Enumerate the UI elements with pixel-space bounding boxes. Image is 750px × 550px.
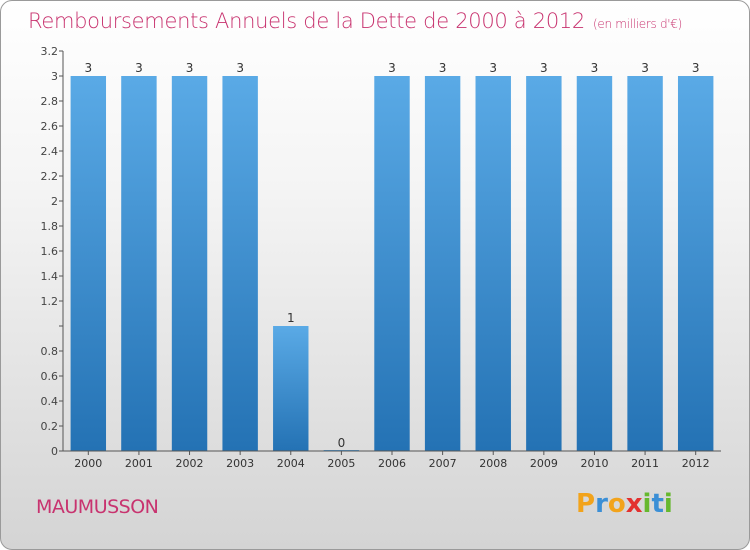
y-tick-label: 1.2 [41, 295, 59, 308]
proxiti-logo[interactable]: Proxiti [576, 489, 673, 519]
bar-2006 [374, 76, 410, 451]
x-tick-label-2000: 2000 [74, 457, 102, 470]
bar-2009 [526, 76, 562, 451]
bar-2007 [424, 76, 461, 451]
data-label-2008: 3 [489, 61, 497, 75]
data-label-2004: 1 [287, 311, 295, 325]
y-tick-label: 1.6 [41, 245, 59, 258]
bar-2008 [475, 76, 511, 451]
x-tick-label-2001: 2001 [125, 457, 153, 470]
x-tick-label-2002: 2002 [176, 457, 204, 470]
y-tick-label: 3.2 [41, 45, 59, 58]
y-tick-label: 0.2 [41, 420, 59, 433]
bar-2010 [576, 76, 613, 451]
y-tick-label: 2.4 [41, 145, 59, 158]
data-label-2002: 3 [186, 61, 194, 75]
data-label-2009: 3 [540, 61, 548, 75]
y-tick-label: 1.4 [41, 270, 59, 283]
y-tick-label: 2.2 [41, 170, 59, 183]
x-tick-label-2005: 2005 [327, 457, 355, 470]
chart-title: Remboursements Annuels de la Dette de 20… [28, 9, 682, 33]
x-tick-label-2011: 2011 [631, 457, 659, 470]
bars-group: 3 3 3 3 1 0 3 3 3 3 3 3 3 [70, 61, 714, 451]
chart-subtitle: (en milliers d'€) [593, 17, 683, 31]
y-axis: 0 0.2 0.4 0.6 0.8 1.2 1.4 1.6 1.8 2 2.2 2.4 2.6 2.8 3 3… [41, 45, 64, 458]
x-tick-label-2007: 2007 [429, 457, 457, 470]
bar-2011 [627, 76, 663, 451]
bar-2004 [273, 326, 309, 451]
x-tick-label-2012: 2012 [682, 457, 710, 470]
commune-name: MAUMUSSON [36, 496, 159, 518]
bar-2003 [222, 76, 258, 451]
x-tick-label-2008: 2008 [479, 457, 507, 470]
bar-2012 [677, 76, 714, 451]
data-label-2000: 3 [84, 61, 92, 75]
title-text: Remboursements Annuels de la Dette de 20… [28, 9, 585, 33]
data-label-2010: 3 [591, 61, 599, 75]
bar-2002 [171, 76, 208, 451]
data-label-2003: 3 [236, 61, 244, 75]
y-tick-label: 2.8 [41, 95, 59, 108]
data-label-2001: 3 [135, 61, 143, 75]
data-label-2007: 3 [439, 61, 447, 75]
x-tick-label-2004: 2004 [277, 457, 305, 470]
y-tick-label: 0 [51, 445, 58, 458]
bar-2001 [121, 76, 157, 451]
x-tick-label-2003: 2003 [226, 457, 254, 470]
y-tick-label: 2 [51, 195, 58, 208]
data-label-2005: 0 [338, 436, 346, 450]
x-tick-label-2010: 2010 [580, 457, 608, 470]
y-tick-label: 3 [51, 70, 58, 83]
data-label-2011: 3 [641, 61, 649, 75]
y-tick-label: 0.8 [41, 345, 59, 358]
x-tick-label-2006: 2006 [378, 457, 406, 470]
data-label-2006: 3 [388, 61, 396, 75]
y-tick-label: 2.6 [41, 120, 59, 133]
data-label-2012: 3 [692, 61, 700, 75]
y-tick-label: 0.4 [41, 395, 59, 408]
x-tick-label-2009: 2009 [530, 457, 558, 470]
bar-2000 [70, 76, 107, 451]
x-axis: 2000 2001 2002 2003 2004 2005 2006 2007 2008 2009… [63, 450, 721, 470]
y-tick-label: 0.6 [41, 370, 59, 383]
y-tick-label: 1.8 [41, 220, 59, 233]
